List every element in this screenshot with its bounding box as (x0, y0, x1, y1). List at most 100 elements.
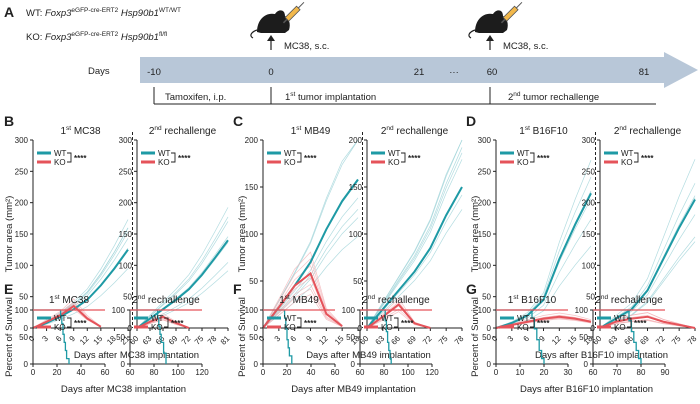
significance-bracket (401, 152, 406, 163)
panel-letter: G (466, 281, 477, 297)
syringe-icon (500, 1, 523, 24)
individual-curve (136, 221, 229, 329)
significance-bracket (164, 317, 169, 328)
y-tick-label: 100 (478, 261, 492, 270)
title-pre: 1 (49, 295, 55, 306)
y-axis-label: Tumor area (mm²) (470, 196, 481, 273)
title-sup: st (513, 294, 518, 301)
y-tick-label: 150 (478, 230, 492, 239)
y-tick-label: 0 (487, 324, 492, 333)
y-tick-label: 150 (582, 230, 596, 239)
arrowhead-injection-1 (267, 35, 275, 41)
x-tick-label: 90 (661, 368, 670, 377)
series-line-ko (495, 315, 592, 329)
series-line-ko (366, 303, 431, 329)
x-tick-label: 15 (92, 334, 105, 347)
ko-genotype: KO: Foxp3eGFP-cre-ERT2 Hsp90b1fl/fl (26, 31, 168, 43)
y-tick-label: 300 (582, 136, 596, 145)
x-tick-label: 20 (283, 368, 292, 377)
x-tick-label: 120 (195, 368, 209, 377)
significance-label: **** (171, 319, 184, 328)
ko-prefix: KO: (26, 32, 45, 43)
timeline-day-label: 60 (487, 67, 498, 78)
x-tick-label: 6 (522, 334, 532, 344)
title-pre: 2 (132, 295, 138, 306)
y-tick-label: 100 (478, 306, 492, 315)
title-pre: 2 (149, 126, 155, 137)
x-tick-label: 0 (257, 334, 267, 344)
y-tick-label: 150 (245, 183, 259, 192)
title-sup: nd (368, 294, 376, 301)
x-tick-label: 9 (304, 334, 314, 344)
y-tick-label: 50 (19, 333, 28, 342)
significance-label: **** (641, 154, 654, 163)
title-post: MC38 (60, 295, 90, 306)
subplot-title: 1st MB49 (279, 294, 319, 306)
x-tick-label: 9 (68, 334, 78, 344)
title-sup: st (66, 125, 71, 132)
individual-curve (599, 197, 696, 329)
x-tick-label: 40 (307, 368, 316, 377)
y-tick-label: 0 (24, 324, 29, 333)
x-tick-label: 100 (401, 368, 415, 377)
subplot-title: 1st B16F10 (519, 125, 568, 137)
y-tick-label: 150 (119, 230, 133, 239)
x-tick-label: 15 (566, 334, 579, 347)
individual-curve (599, 195, 696, 329)
x-tick-label: 60 (126, 368, 135, 377)
y-tick-label: 50 (249, 277, 258, 286)
series-line-wt (33, 309, 70, 364)
y-tick-label: 250 (478, 167, 492, 176)
title-post: rechallenge (608, 295, 663, 306)
significance-bracket (171, 152, 176, 163)
injection-label-2: MC38, s.c. (503, 41, 548, 52)
y-tick-label: 100 (15, 306, 29, 315)
title-post: MB49 (301, 126, 330, 137)
y-tick-label: 250 (15, 167, 29, 176)
x-tick-label: 3 (273, 334, 283, 344)
legend-label-wt: WT (381, 314, 394, 323)
x-tick-label: 120 (425, 368, 439, 377)
title-sup: nd (619, 125, 627, 132)
timeline-arrow (140, 52, 698, 88)
y-tick-label: 200 (349, 136, 363, 145)
individual-curve (262, 217, 359, 329)
individual-curve (366, 147, 463, 329)
y-tick-label: 300 (119, 136, 133, 145)
y-tick-label: 50 (586, 293, 595, 302)
significance-label: **** (537, 319, 550, 328)
y-tick-label: 100 (349, 230, 363, 239)
title-pre: 2 (595, 295, 601, 306)
series-line-ko (262, 271, 343, 329)
y-tick-label: 0 (254, 324, 259, 333)
phase-implantation: 1st tumor implantation (285, 91, 376, 103)
subplot-title: 1st MC38 (60, 125, 101, 137)
x-tick-label: 80 (637, 368, 646, 377)
x-tick-label: 69 (638, 334, 651, 347)
significance-bracket (627, 317, 632, 328)
individual-curve (366, 159, 463, 329)
series-line-wt (593, 309, 642, 364)
phase3-pre: 2 (508, 92, 513, 103)
legend-label-wt: WT (621, 149, 634, 158)
legend-label-wt: WT (151, 314, 164, 323)
title-sup: st (525, 125, 530, 132)
significance-label: **** (74, 154, 87, 163)
subplot-2: 2nd rechallenge0501001502002503006063666… (582, 125, 699, 347)
x-tick-label: 66 (154, 334, 167, 347)
y-tick-label: 0 (254, 360, 259, 369)
phase-rechallenge: 2nd tumor rechallenge (508, 91, 599, 103)
y-tick-label: 50 (482, 333, 491, 342)
phase2-sup: st (290, 91, 295, 98)
legend-label-ko: KO (517, 323, 529, 332)
individual-curve (32, 247, 129, 329)
series-line-wt (136, 239, 229, 329)
